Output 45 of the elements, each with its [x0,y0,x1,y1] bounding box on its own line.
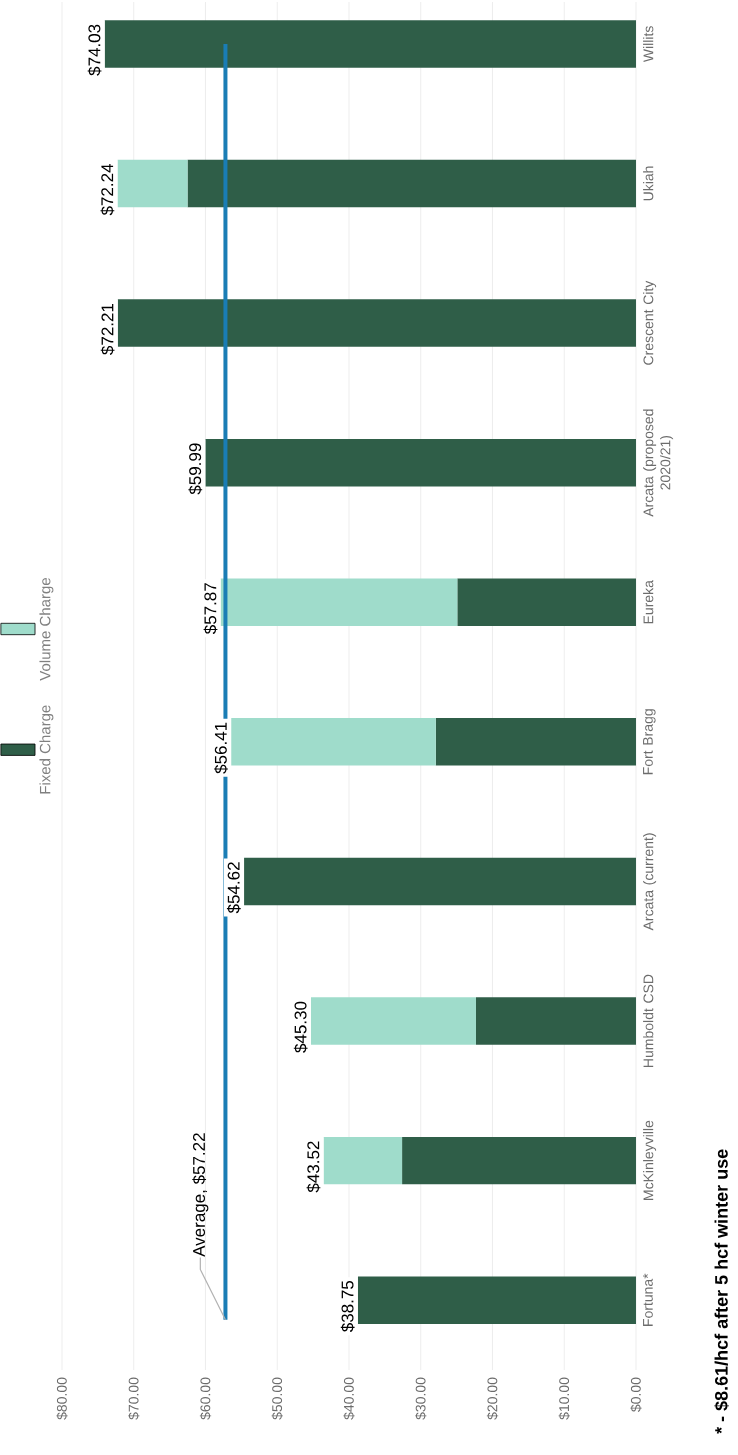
total-label: $43.52 [306,1141,321,1193]
ref-line-label: Average, $57.22 [192,1133,209,1257]
y-tick-label: Arcata (current) [643,833,657,931]
x-tick-label: $30.00 [415,1377,427,1420]
bar [457,578,636,626]
total-label: $45.30 [293,1001,308,1053]
text: * - $8.61/hcf after 5 hcf winter use [714,1149,729,1434]
legend-label: Fixed Charge [39,705,54,794]
bar [244,857,636,906]
y-tick-label: Humboldt CSD [643,974,654,1067]
x-tick-label: $60.00 [199,1377,212,1420]
total-label: $54.62 [226,862,241,914]
bar [435,718,636,766]
bar [187,159,636,208]
bar [231,718,436,766]
x-tick-label: $80.00 [56,1377,68,1420]
bar [117,299,636,347]
bar [475,997,636,1045]
y-tick-label: Arcata (proposed 2020/21) [643,409,674,517]
x-tick-label: $10.00 [558,1377,570,1420]
total-label: $72.21 [100,303,115,355]
x-tick-label: $40.00 [343,1377,355,1420]
bar [323,1136,403,1185]
total-label: $59.99 [188,443,203,495]
y-tick-label: Eureka [643,580,654,624]
x-tick-label: $20.00 [486,1377,499,1420]
x-tick-label: $50.00 [271,1377,283,1420]
bar [117,159,188,208]
total-label: $38.75 [340,1280,355,1333]
y-tick-label: Fortuna* [643,1273,653,1326]
bar [402,1136,636,1185]
bar [104,20,636,68]
y-tick-label: Fort Bragg [643,709,656,775]
y-tick-label: McKinleyville [643,1120,657,1200]
total-label: $74.03 [87,24,102,76]
bar [205,438,636,487]
total-label: $72.24 [100,163,115,216]
y-tick-label: Crescent City [643,280,657,365]
y-tick-label: Ukiah [643,166,654,201]
x-tick-label: $70.00 [128,1377,140,1420]
total-label: $56.41 [214,722,228,774]
legend-label: Volume Charge [39,577,54,681]
total-label: $57.87 [203,583,218,635]
x-tick-label: $0.00 [630,1377,642,1412]
y-tick-label: Willits [643,26,654,63]
